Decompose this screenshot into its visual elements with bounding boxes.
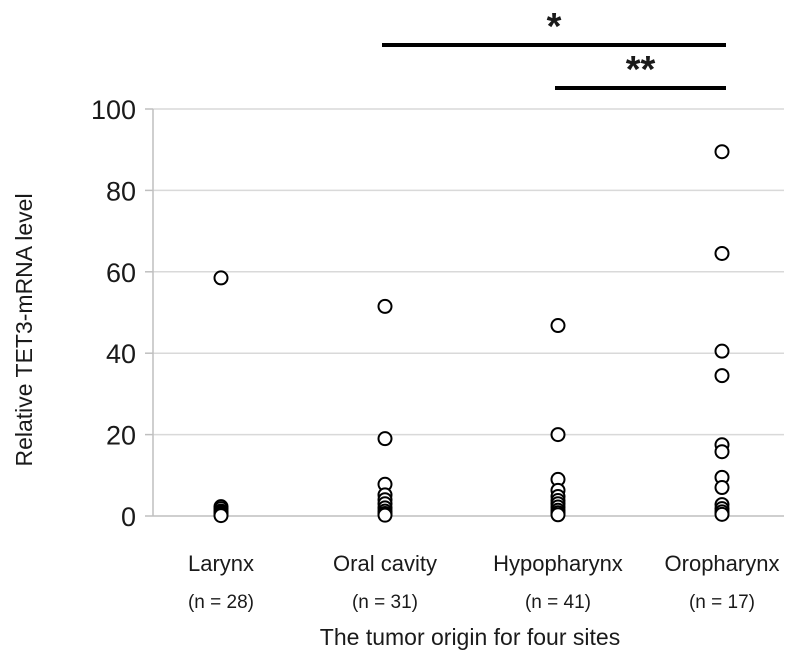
data-point: [714, 444, 730, 460]
data-point: [550, 427, 566, 443]
data-point: [714, 506, 730, 522]
category-n-label: (n = 31): [352, 592, 418, 613]
data-point: [213, 270, 229, 286]
data-point: [377, 507, 393, 523]
data-point: [714, 144, 730, 160]
y-tick-label: 80: [106, 176, 136, 206]
data-point: [550, 507, 566, 523]
category-n-label: (n = 17): [689, 592, 755, 613]
category-label: Larynx: [188, 551, 254, 576]
y-tick-label: 60: [106, 258, 136, 288]
data-point: [213, 508, 229, 524]
category-label: Oropharynx: [665, 551, 780, 576]
significance-brackets: ***: [382, 6, 726, 91]
data-point: [550, 318, 566, 334]
y-tick-label: 0: [121, 502, 136, 532]
data-point: [377, 298, 393, 314]
category-label: Hypopharynx: [493, 551, 623, 576]
data-points: [213, 144, 730, 524]
data-point: [714, 343, 730, 359]
data-point: [714, 368, 730, 384]
category-n-label: (n = 41): [525, 592, 591, 613]
data-point: [377, 431, 393, 447]
grid-lines: [153, 108, 784, 436]
data-point: [714, 245, 730, 261]
significance-label: **: [626, 49, 656, 91]
data-point: [714, 480, 730, 496]
axes: [145, 108, 784, 517]
significance-label: *: [547, 6, 562, 48]
x-axis-title: The tumor origin for four sites: [320, 624, 620, 650]
y-tick-labels: 0 20 40 60 80 100: [91, 95, 136, 532]
category-label: Oral cavity: [333, 551, 437, 576]
y-axis-title: Relative TET3-mRNA level: [11, 193, 37, 466]
y-tick-label: 100: [91, 95, 136, 125]
x-category-labels: Larynx (n = 28) Oral cavity (n = 31) Hypopha…: [188, 551, 780, 613]
y-tick-label: 40: [106, 339, 136, 369]
category-n-label: (n = 28): [188, 592, 254, 613]
y-tick-label: 20: [106, 421, 136, 451]
